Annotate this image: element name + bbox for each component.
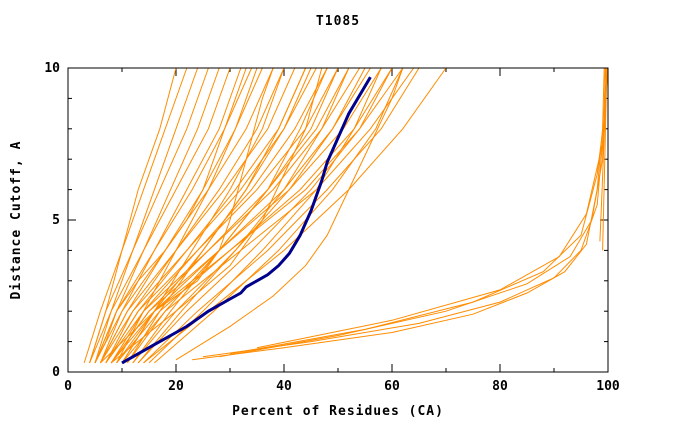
- model-curve: [89, 67, 177, 364]
- model-curve: [175, 67, 404, 361]
- model-curve: [126, 67, 307, 364]
- highlight-curve: [121, 76, 372, 365]
- model-curve: [99, 67, 317, 364]
- chart-title: T1085: [316, 14, 360, 29]
- model-curve: [121, 67, 312, 364]
- y-tick-label: 0: [52, 365, 60, 380]
- model-curve: [132, 67, 366, 364]
- model-curve: [143, 67, 420, 364]
- x-tick-label: 100: [596, 379, 620, 394]
- model-curve: [110, 67, 382, 364]
- model-curve: [202, 67, 606, 358]
- model-curve: [137, 67, 393, 364]
- model-curve: [99, 67, 296, 364]
- model-curve: [105, 67, 339, 364]
- plot-frame: [67, 67, 609, 373]
- model-curve: [105, 67, 285, 364]
- model-curve: [105, 67, 361, 364]
- model-curve: [116, 67, 371, 364]
- x-tick-label: 80: [492, 379, 508, 394]
- model-curve: [192, 67, 605, 361]
- model-curves-layer: [83, 67, 609, 364]
- y-tick-label: 10: [44, 61, 60, 76]
- model-curve: [110, 67, 404, 364]
- model-curve: [116, 67, 393, 364]
- model-curve: [132, 67, 328, 364]
- model-curve: [94, 67, 274, 364]
- model-curve: [154, 67, 404, 364]
- model-curve: [94, 67, 253, 364]
- x-tick-label: 40: [276, 379, 292, 394]
- model-curve: [137, 67, 350, 364]
- model-curve: [110, 67, 323, 364]
- x-tick-label: 20: [168, 379, 184, 394]
- x-tick-label: 0: [64, 379, 72, 394]
- model-curve: [94, 67, 247, 364]
- model-curve: [599, 67, 609, 242]
- model-curve: [121, 67, 285, 364]
- model-curve: [121, 67, 415, 364]
- model-curve: [89, 67, 209, 364]
- x-tick-label: 60: [384, 379, 400, 394]
- y-tick-label: 5: [52, 213, 60, 228]
- model-curve: [99, 67, 242, 364]
- model-curve: [116, 67, 258, 364]
- x-axis-label: Percent of Residues (CA): [232, 404, 444, 419]
- highlight-curve-layer: [121, 76, 372, 365]
- model-curve: [256, 67, 608, 349]
- model-curve: [94, 67, 199, 364]
- y-axis-label: Distance Cutoff, A: [9, 141, 24, 300]
- model-curve: [89, 67, 231, 364]
- model-curve: [83, 67, 188, 364]
- model-curve: [100, 67, 274, 364]
